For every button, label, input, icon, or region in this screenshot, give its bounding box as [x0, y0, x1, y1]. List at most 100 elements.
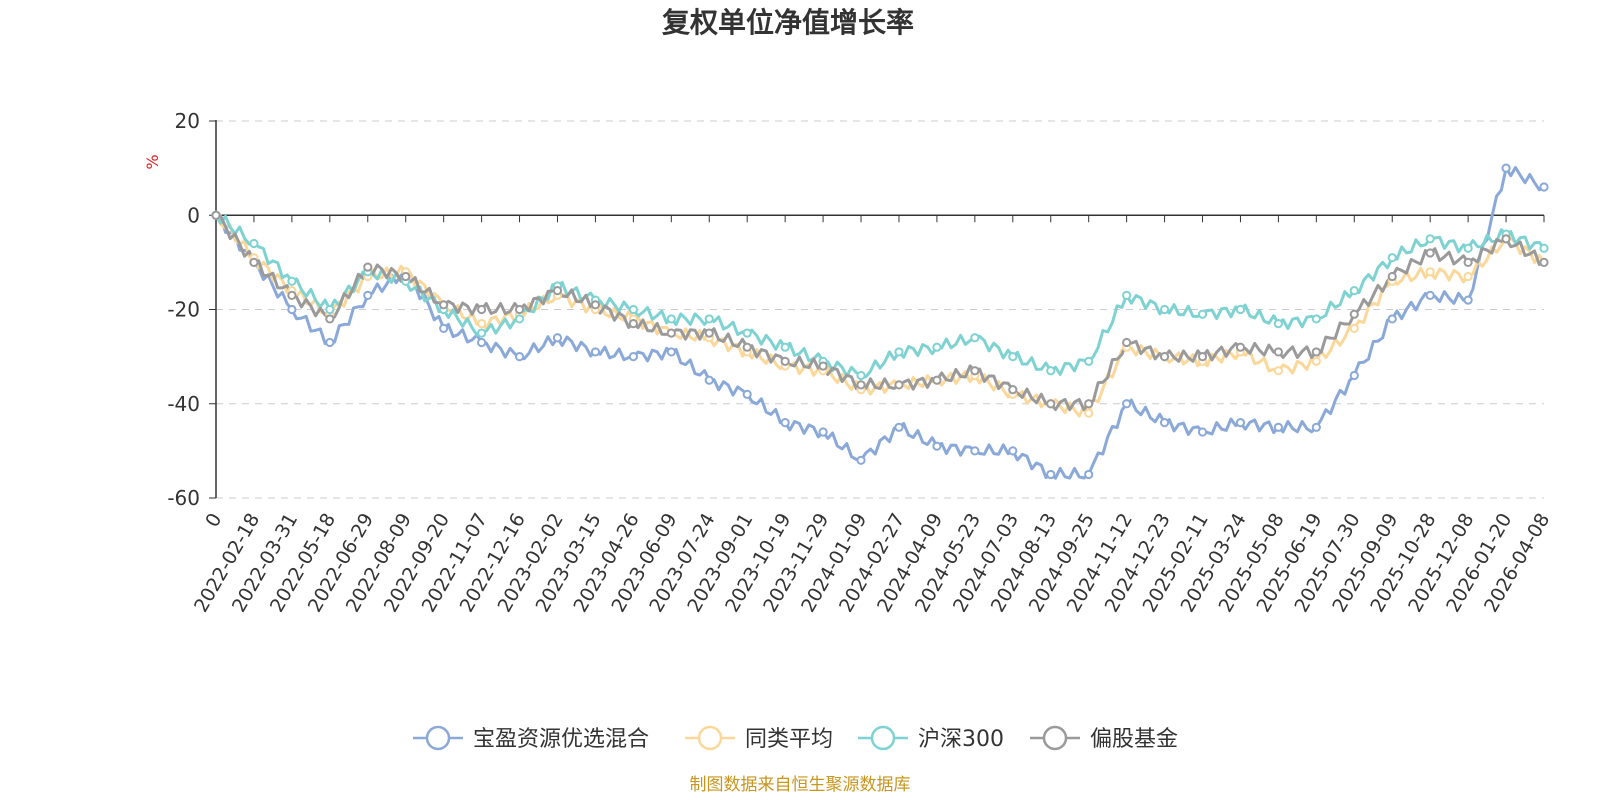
data-point	[780, 342, 790, 352]
data-point	[1197, 352, 1208, 362]
source-note: 制图数据来自恒生聚源数据库	[690, 775, 911, 795]
data-point	[1539, 257, 1549, 267]
data-point	[1159, 352, 1170, 362]
data-point	[1425, 234, 1435, 244]
data-point	[1046, 469, 1056, 480]
data-point	[590, 347, 601, 357]
data-point	[590, 300, 601, 310]
series-layer	[211, 163, 1549, 480]
data-point	[1084, 356, 1094, 366]
series-line-2	[214, 214, 1546, 379]
data-point	[1311, 356, 1321, 366]
data-point	[1311, 314, 1321, 324]
data-point	[287, 304, 297, 315]
data-point	[894, 422, 904, 432]
legend-marker	[697, 725, 723, 751]
data-point	[666, 347, 676, 357]
data-point	[856, 380, 866, 390]
y-tick-label: 0	[187, 203, 200, 227]
legend-label: 偏股基金	[1090, 727, 1178, 752]
data-point	[1501, 234, 1511, 244]
legend: 宝盈资源优选混合 同类平均 沪深300 偏股基金	[413, 725, 1178, 752]
data-point	[628, 304, 638, 315]
data-point	[1122, 399, 1132, 409]
data-point	[704, 328, 714, 338]
data-point	[1425, 290, 1435, 300]
data-point	[1349, 323, 1359, 333]
data-point	[1122, 290, 1132, 300]
legend-item: 偏股基金	[1030, 725, 1178, 752]
data-point	[1501, 163, 1511, 173]
data-point	[628, 352, 638, 362]
data-point	[1084, 408, 1094, 418]
data-point	[704, 314, 714, 324]
data-point	[1463, 257, 1473, 267]
data-point	[970, 333, 980, 343]
data-point	[287, 276, 297, 286]
data-point	[477, 328, 487, 338]
data-point	[742, 328, 752, 338]
axis-layer: 200-20-40-6002022-02-182022-03-312022-05…	[167, 109, 1554, 616]
data-point	[1539, 243, 1549, 253]
data-point	[666, 314, 676, 324]
data-point	[666, 328, 676, 338]
data-point	[856, 370, 866, 381]
data-point	[1539, 182, 1549, 192]
data-point	[552, 333, 563, 343]
data-point	[1273, 319, 1284, 329]
data-point	[932, 441, 942, 451]
data-point	[1084, 399, 1094, 409]
data-point	[1311, 347, 1321, 357]
data-point	[249, 257, 259, 267]
x-tick-label: 0	[201, 510, 226, 531]
data-point	[477, 304, 487, 315]
data-point	[1197, 309, 1208, 319]
data-point	[401, 271, 411, 282]
data-point	[249, 238, 259, 249]
data-point	[325, 337, 335, 348]
data-point	[552, 286, 563, 296]
data-point	[780, 356, 790, 366]
data-point	[1311, 422, 1321, 432]
data-point	[780, 418, 790, 428]
data-point	[932, 375, 942, 385]
series-line-0	[215, 166, 1545, 480]
data-point	[1349, 309, 1359, 319]
data-point	[1349, 370, 1359, 381]
data-point	[1273, 422, 1284, 432]
series-line-3	[215, 213, 1545, 412]
data-point	[856, 455, 866, 465]
data-point	[1387, 314, 1397, 324]
data-point	[970, 366, 980, 376]
data-point	[742, 389, 752, 399]
data-point	[325, 314, 335, 324]
data-point	[1159, 418, 1170, 428]
data-point	[1197, 427, 1208, 437]
data-point	[1084, 469, 1094, 480]
data-point	[818, 361, 828, 371]
data-point	[363, 262, 373, 272]
data-point	[439, 323, 449, 333]
y-tick-label: -60	[167, 486, 200, 510]
data-point	[932, 342, 942, 352]
y-axis-unit: %	[143, 154, 162, 169]
data-point	[514, 314, 525, 324]
data-point	[1425, 248, 1435, 258]
legend-marker	[870, 725, 896, 751]
data-point	[1463, 271, 1473, 282]
legend-marker	[425, 725, 451, 751]
data-point	[477, 319, 487, 329]
legend-label: 同类平均	[745, 727, 833, 752]
data-point	[1235, 304, 1246, 315]
chart-title: 复权单位净值增长率	[662, 6, 914, 39]
data-point	[211, 210, 221, 220]
data-point	[1273, 366, 1284, 376]
data-point	[514, 352, 525, 362]
data-point	[742, 342, 752, 352]
data-point	[894, 347, 904, 357]
data-point	[1349, 286, 1359, 296]
data-point	[1008, 446, 1018, 456]
data-point	[363, 290, 373, 300]
data-point	[1235, 418, 1246, 428]
